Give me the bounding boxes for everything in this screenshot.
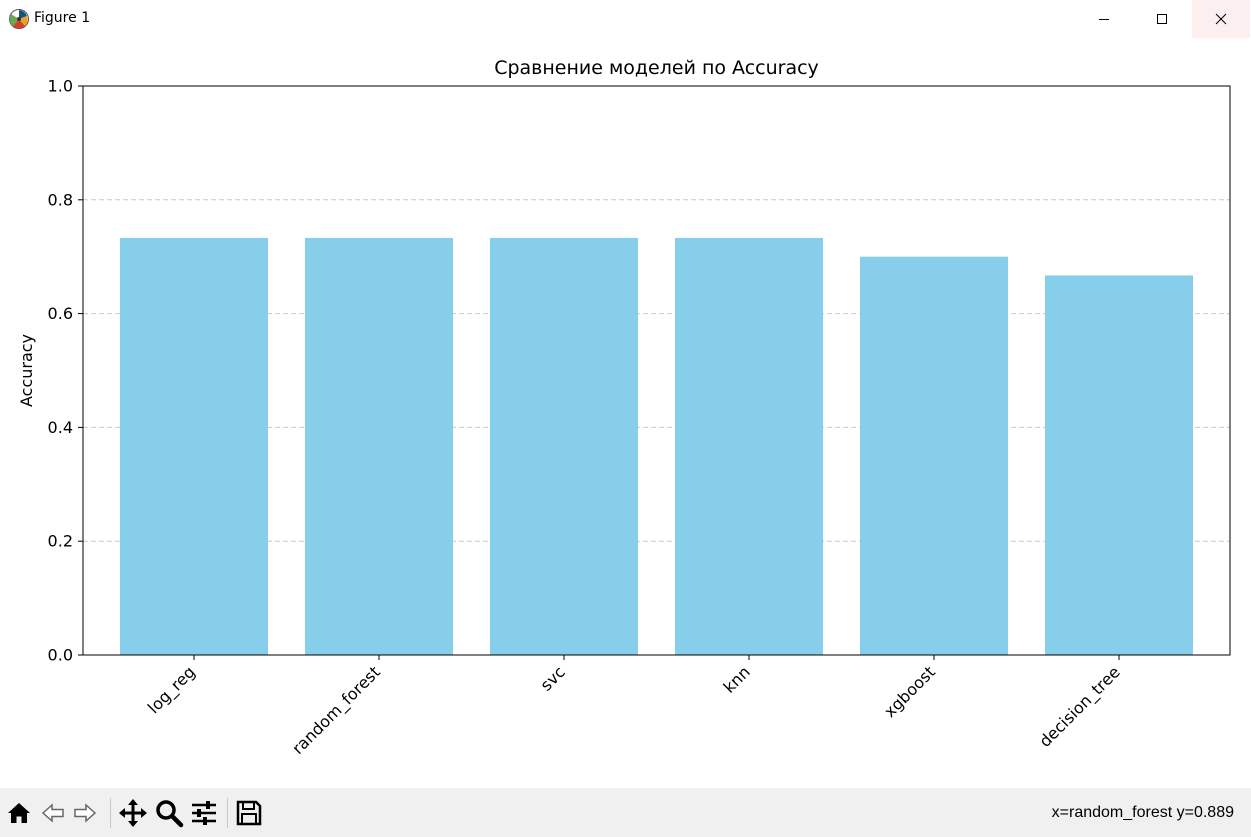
- minimize-button[interactable]: [1075, 0, 1133, 38]
- bar-knn: [675, 237, 823, 655]
- x-tick-label: log_reg: [144, 662, 200, 718]
- bar-decision-tree: [1045, 275, 1193, 655]
- save-button[interactable]: [232, 796, 266, 830]
- cursor-coordinates-readout: x=random_forest y=0.889: [1051, 804, 1234, 821]
- bar-log-reg: [120, 237, 268, 655]
- y-tick-label: 0.6: [48, 304, 73, 323]
- y-tick-label: 0.0: [48, 646, 73, 665]
- plot-frame: [82, 85, 1231, 656]
- x-tick-label: knn: [720, 662, 754, 696]
- y-tick-label: 0.8: [48, 190, 73, 209]
- bar-random-forest: [305, 237, 453, 655]
- save-icon: [236, 800, 262, 826]
- figure-canvas[interactable]: Сравнение моделей по Accuracy 0.0 0.2 0.4 0.…: [0, 38, 1251, 788]
- toolbar-separator: [110, 798, 111, 828]
- configure-icon: [192, 801, 216, 825]
- close-button[interactable]: [1192, 0, 1250, 38]
- y-tick-label: 1.0: [48, 77, 73, 96]
- home-button[interactable]: [2, 796, 36, 830]
- maximize-button[interactable]: [1133, 0, 1191, 38]
- x-tick-label: xgboost: [880, 662, 939, 721]
- pan-icon: [119, 799, 147, 827]
- forward-icon: [74, 803, 97, 823]
- bar-chart: Сравнение моделей по Accuracy 0.0 0.2 0.4 0.…: [17, 57, 1231, 759]
- title-bar[interactable]: Figure 1: [0, 0, 1251, 38]
- matplotlib-logo-icon: [9, 9, 29, 29]
- back-icon: [41, 803, 64, 823]
- y-tick-label: 0.2: [48, 532, 73, 551]
- chart-title: Сравнение моделей по Accuracy: [494, 57, 819, 79]
- pan-button[interactable]: [116, 796, 150, 830]
- window-title: Figure 1: [34, 10, 91, 26]
- zoom-icon: [156, 800, 184, 828]
- x-tick-label: decision_tree: [1035, 662, 1124, 751]
- back-button[interactable]: [36, 796, 70, 830]
- toolbar-separator: [227, 798, 228, 828]
- y-axis-label: Accuracy: [17, 334, 36, 407]
- y-tick-label: 0.4: [48, 418, 73, 437]
- navigation-toolbar: x=random_forest y=0.889: [0, 788, 1251, 837]
- configure-subplots-button[interactable]: [187, 796, 221, 830]
- bar-xgboost: [860, 256, 1008, 655]
- forward-button[interactable]: [68, 796, 102, 830]
- minimize-icon: [1099, 19, 1109, 20]
- x-tick-label: random_forest: [288, 662, 384, 758]
- maximize-icon: [1157, 14, 1167, 24]
- x-tick-label: svc: [537, 662, 569, 694]
- home-icon: [8, 803, 30, 823]
- close-icon: [1215, 13, 1227, 25]
- zoom-button[interactable]: [152, 796, 186, 830]
- bar-svc: [490, 237, 638, 655]
